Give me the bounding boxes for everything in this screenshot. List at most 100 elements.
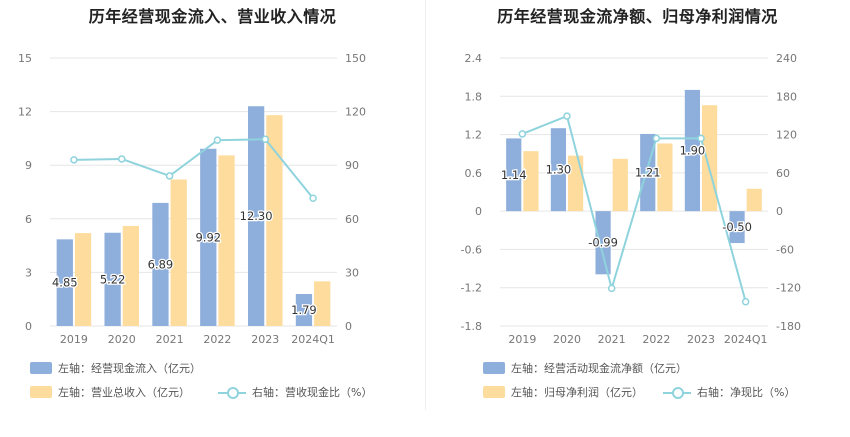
- bar: [314, 281, 331, 326]
- data-label: 9.92: [195, 230, 221, 244]
- data-label: -0.99: [588, 236, 618, 250]
- x-tick-label: 2024Q1: [724, 333, 768, 346]
- legend-line-icon: [218, 386, 246, 399]
- y-tick-label-left: 2.4: [465, 52, 483, 65]
- line-point: [213, 136, 222, 144]
- data-label: 1.30: [546, 163, 572, 177]
- x-tick-label: 2022: [203, 333, 231, 346]
- line-point: [118, 155, 126, 163]
- legend-swatch: [483, 386, 505, 398]
- chart-svg-right: -1.8 -180 -1.2 -120 -0.6 -60 0 0 0.6 60 1.2 120 1.8 1…: [461, 52, 801, 346]
- legend-label: 左轴：营业总收入（亿元）: [58, 386, 190, 399]
- bar: [746, 188, 762, 212]
- y-tick-label-right: 0: [345, 320, 352, 333]
- y-tick-label-left: 6: [25, 213, 32, 226]
- data-label: 5.22: [100, 272, 126, 286]
- chart-panel-left: 历年经营现金流入、营业收入情况 0 0 3 30 6 60 9 90 12 120 15 150 201…: [18, 7, 372, 400]
- legend-item[interactable]: 右轴：营收现金比（%）: [218, 384, 372, 400]
- x-tick-label: 2019: [60, 333, 88, 346]
- y-tick-label-right: -180: [776, 320, 801, 333]
- bar: [152, 202, 169, 326]
- bar: [295, 294, 313, 326]
- y-tick-label-left: 1.8: [465, 90, 483, 103]
- bar: [729, 211, 745, 244]
- line-series: [521, 114, 747, 303]
- line-point: [652, 134, 661, 143]
- bar: [702, 105, 718, 212]
- legend-item[interactable]: 左轴：经营活动现金流净额（亿元）: [483, 360, 687, 376]
- y-tick-label-right: 120: [345, 106, 366, 119]
- bar: [595, 211, 611, 275]
- bar: [568, 155, 584, 212]
- bar: [200, 148, 217, 326]
- bar: [612, 158, 628, 212]
- line-point: [741, 298, 750, 306]
- y-tick-label-right: 60: [776, 167, 790, 180]
- legend-item[interactable]: 左轴：经营现金流入（亿元）: [30, 360, 201, 376]
- bar: [550, 128, 566, 212]
- legend-swatch: [483, 362, 505, 374]
- data-label: 4.85: [52, 276, 78, 290]
- data-label: 1.90: [680, 144, 706, 158]
- x-tick-label: 2023: [251, 333, 279, 346]
- y-tick-label-left: -1.8: [461, 320, 482, 333]
- y-tick-label-left: 1.2: [465, 129, 483, 142]
- y-tick-label-left: 12: [18, 106, 32, 119]
- bar: [122, 225, 140, 326]
- y-tick-label-left: 0: [475, 205, 482, 218]
- y-tick-label-right: -120: [776, 282, 801, 295]
- chart-title: 历年经营现金流入、营业收入情况: [88, 7, 337, 26]
- chart-panel-right: 历年经营现金流净额、归母净利润情况 -1.8 -180 -1.2 -120 -0.6 -6…: [425, 0, 850, 437]
- y-tick-label-left: 15: [18, 52, 32, 65]
- legend-item[interactable]: 右轴：净现比（%）: [663, 384, 795, 400]
- x-tick-label: 2021: [598, 333, 626, 346]
- legend-label: 左轴：归母净利润（亿元）: [511, 386, 643, 399]
- bar: [684, 89, 700, 212]
- y-tick-label-right: 0: [776, 205, 783, 218]
- data-label: 12.30: [240, 209, 273, 223]
- bar: [218, 155, 235, 326]
- y-tick-label-right: 120: [776, 129, 797, 142]
- y-tick-label-left: 0: [25, 320, 32, 333]
- legend-swatch: [30, 362, 52, 374]
- data-label: 1.14: [501, 168, 527, 182]
- data-label: 1.21: [635, 166, 661, 180]
- bar: [104, 232, 121, 326]
- data-label: 6.89: [148, 257, 174, 271]
- bar: [74, 233, 92, 326]
- y-tick-label-right: 90: [345, 159, 359, 172]
- panel-divider: [425, 0, 426, 410]
- y-tick-label-left: 9: [25, 159, 32, 172]
- chart-svg-left: 0 0 3 30 6 60 9 90 12 120 15 150 2019 2020 2021 2022 202…: [18, 52, 366, 346]
- legend-item[interactable]: 左轴：营业总收入（亿元）: [30, 384, 190, 400]
- line-point: [607, 284, 616, 293]
- y-tick-label-right: -60: [776, 243, 794, 256]
- legend-line-icon: [663, 386, 691, 399]
- legend-label: 左轴：经营现金流入（亿元）: [58, 362, 201, 375]
- data-label: 1.79: [291, 303, 317, 317]
- line-point: [309, 194, 317, 203]
- x-tick-label: 2022: [642, 333, 670, 346]
- line-point: [261, 135, 269, 144]
- y-tick-label-right: 60: [345, 213, 359, 226]
- y-tick-label-left: 3: [25, 266, 32, 279]
- x-tick-label: 2020: [553, 333, 581, 346]
- bar: [56, 239, 73, 326]
- y-tick-label-left: -1.2: [461, 282, 482, 295]
- x-tick-label: 2020: [108, 333, 136, 346]
- x-tick-label: 2023: [687, 333, 715, 346]
- y-tick-label-left: 0.6: [465, 167, 483, 180]
- legend-item[interactable]: 左轴：归母净利润（亿元）: [483, 384, 643, 400]
- legend-label: 右轴：净现比（%）: [697, 386, 796, 399]
- bar: [506, 138, 522, 212]
- bar: [657, 143, 673, 212]
- y-tick-label-right: 180: [776, 90, 797, 103]
- legend-swatch: [30, 386, 52, 398]
- data-label: -0.50: [722, 220, 752, 234]
- line-point: [518, 130, 527, 138]
- legend-label: 左轴：经营活动现金流净额（亿元）: [511, 362, 687, 375]
- chart-title: 历年经营现金流净额、归母净利润情况: [497, 7, 778, 26]
- bar: [266, 115, 283, 326]
- y-tick-label-left: -0.6: [461, 243, 482, 256]
- line-series: [73, 138, 314, 199]
